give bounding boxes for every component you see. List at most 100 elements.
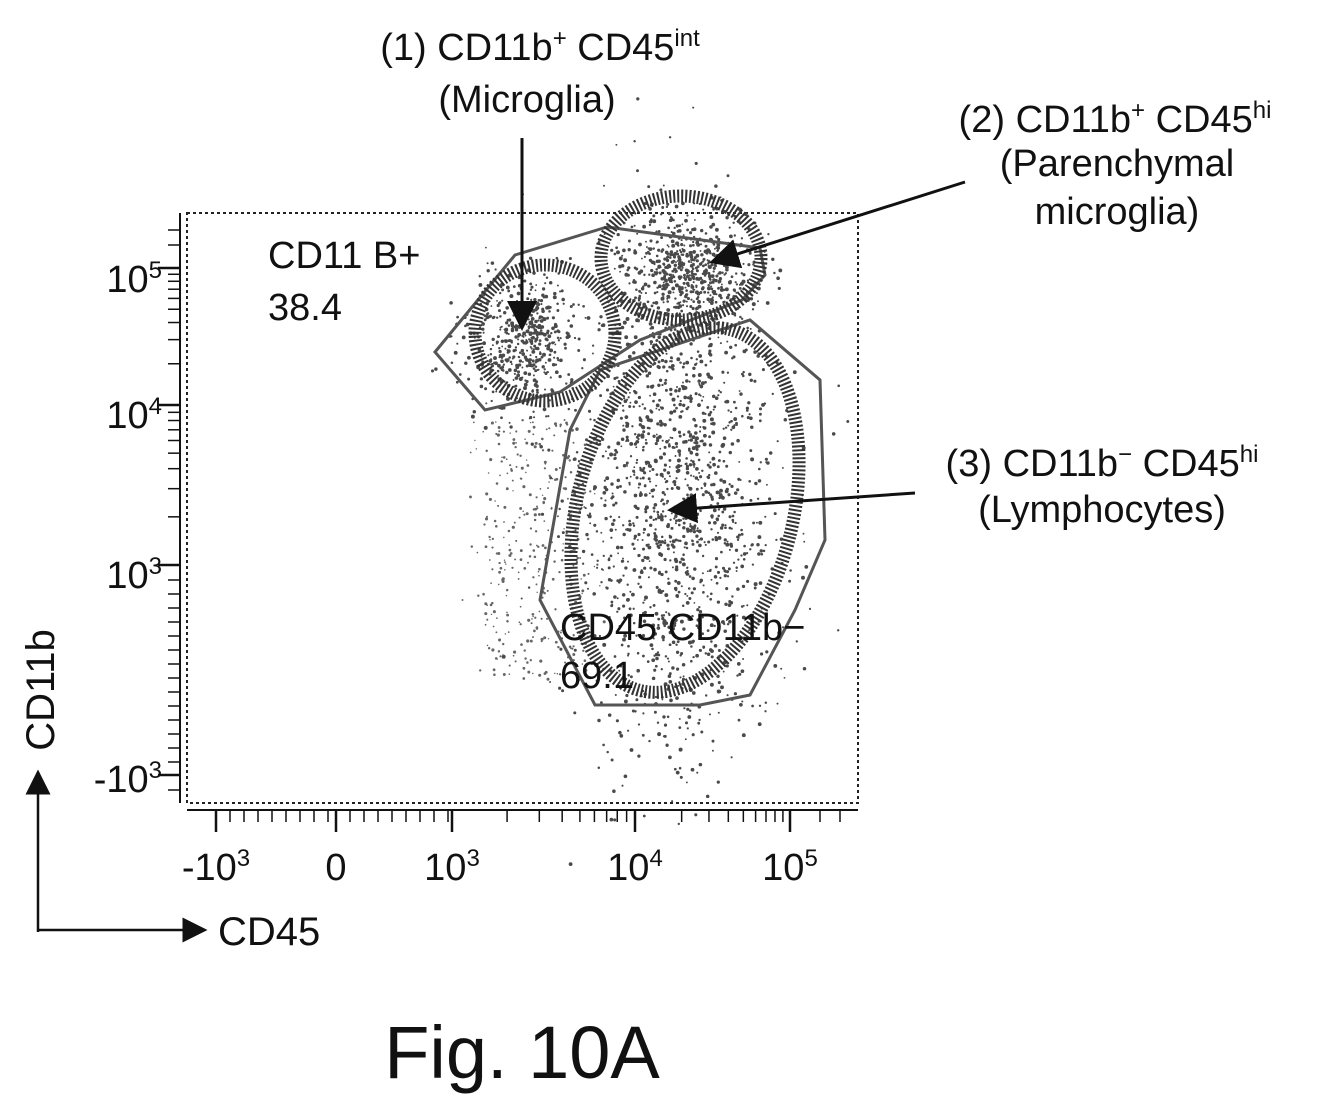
density-dot [676,468,681,473]
density-dot [449,301,453,305]
density-dot [535,583,538,586]
density-dot [656,651,660,654]
density-dot [776,276,780,281]
density-dot [523,567,527,570]
density-dot [670,526,674,530]
density-dot [682,234,685,237]
density-dot [514,660,517,663]
density-dot [741,733,746,738]
density-dot [685,373,688,377]
density-dot [658,285,661,288]
annotation-arrow [709,180,966,269]
density-dot [673,446,676,449]
density-dot [618,256,623,261]
density-dot [634,296,637,300]
density-dot [559,336,562,340]
density-dot [495,482,499,485]
density-dot [678,224,681,228]
density-dot [633,432,637,436]
density-dot [641,547,646,551]
density-dot [535,284,538,286]
density-dot [633,504,638,509]
density-dot [642,531,645,534]
density-dot [498,301,502,304]
density-dot [567,373,571,376]
density-dot [475,448,478,450]
density-dot [727,409,730,412]
density-dot [699,440,702,443]
density-dot [691,290,695,294]
density-dot [572,645,575,648]
y-tick-label: 104 [106,393,162,437]
density-dot [533,297,537,302]
density-dot [647,185,651,189]
density-dot [688,251,691,254]
density-dot [503,311,507,315]
density-dot [458,373,462,376]
density-dot [626,398,629,401]
density-dot [563,342,567,346]
density-dot [648,364,653,369]
density-dot [737,718,741,722]
density-dot [534,530,538,533]
density-dot [542,317,547,322]
density-dot [687,277,692,282]
density-dot [558,374,562,379]
density-dot [467,377,471,381]
density-dot [500,416,503,420]
density-dot [751,308,755,311]
density-dot [691,576,695,581]
density-dot [684,218,688,223]
density-dot [671,539,676,544]
density-dot [714,300,718,304]
density-dot [544,463,547,465]
density-dot [639,468,642,472]
density-dot [623,490,627,494]
density-dot [740,669,745,674]
density-dot [665,439,669,444]
density-dot [637,296,641,301]
density-dot [675,650,680,654]
density-dot [702,645,706,649]
density-dot [643,566,647,570]
density-dot [692,250,696,254]
density-dot [661,510,665,513]
density-dot [509,425,513,429]
density-dot [596,559,599,562]
density-dot [663,541,667,545]
density-dot [632,621,636,625]
density-dot [655,403,660,408]
density-dot [674,624,677,627]
density-dot [668,439,670,441]
density-dot [726,174,730,178]
density-dot [649,394,652,397]
density-dot [686,214,689,217]
density-dot [527,372,532,376]
density-dot [737,533,741,537]
density-dot [698,262,703,266]
density-dot [720,283,723,286]
density-dot [792,370,797,375]
density-dot [499,291,502,295]
density-dot [559,425,562,428]
density-dot [644,595,648,600]
density-dot [701,572,704,575]
density-dot [529,345,532,349]
density-dot [685,546,689,550]
density-dot [562,302,565,305]
density-dot [680,290,683,293]
density-dot [478,275,482,278]
density-dot [512,355,516,359]
density-dot [665,258,670,263]
density-dot [615,545,620,550]
density-dot [687,587,691,590]
density-dot [478,282,483,287]
density-dot [481,327,485,331]
density-dot [529,331,533,335]
density-dot [655,585,659,589]
density-dot [633,224,636,227]
density-dot [718,450,722,454]
density-dot [600,324,604,327]
density-dot [685,527,690,532]
density-dot [625,421,629,425]
